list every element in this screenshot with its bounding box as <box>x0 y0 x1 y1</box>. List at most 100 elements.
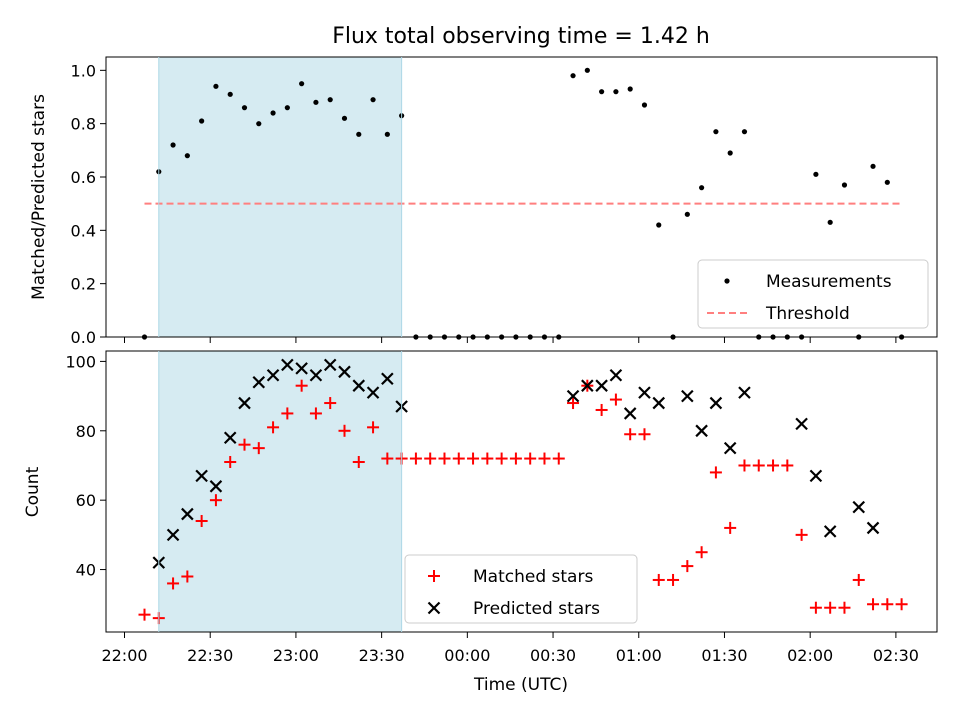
predicted-stars-point <box>595 379 608 392</box>
matched-stars-point <box>181 570 194 583</box>
x-tick-label: 02:00 <box>787 646 833 665</box>
y-tick-label: 80 <box>76 422 96 441</box>
top-legend: Measurements Threshold <box>697 259 929 329</box>
measurements-point <box>884 179 890 185</box>
x-tick-label: 02:30 <box>873 646 919 665</box>
measurements-point <box>599 89 605 95</box>
measurements-point <box>341 115 348 121</box>
chart-title: Flux total observing time = 1.42 h <box>332 24 710 49</box>
bottom-legend: Matched stars Predicted stars <box>404 554 638 624</box>
matched-stars-point <box>881 598 894 611</box>
legend-label: Matched stars <box>473 567 593 587</box>
bottom-panel: 40 60 80 100 22:00 22:30 23:00 23:30 00:00 00:30… <box>23 350 938 695</box>
matched-stars-point <box>895 598 908 611</box>
predicted-stars-point <box>381 372 394 386</box>
x-tick-label: 01:00 <box>616 646 662 665</box>
matched-stars-point <box>609 393 622 406</box>
matched-stars-point <box>481 452 494 465</box>
matched-stars-point <box>667 573 680 586</box>
predicted-stars-point <box>581 379 594 392</box>
top-x-axis <box>124 337 897 343</box>
y-tick-label: 100 <box>65 352 96 371</box>
y-tick-label: 0.4 <box>71 221 96 240</box>
predicted-stars-point <box>352 379 366 392</box>
measurements-point <box>584 67 590 73</box>
y-tick-label: 0.6 <box>71 168 96 187</box>
matched-stars-point <box>295 379 308 392</box>
legend-label: Threshold <box>765 304 850 324</box>
matched-stars-point <box>467 452 480 465</box>
predicted-stars-point <box>181 507 194 521</box>
measurements-point <box>170 142 176 148</box>
x-tick-label: 22:00 <box>101 646 147 665</box>
predicted-stars-point <box>709 396 723 410</box>
predicted-stars-point <box>266 369 280 382</box>
matched-stars-point <box>624 428 637 441</box>
y-tick-label: 0.8 <box>71 115 96 134</box>
matched-stars-point <box>767 459 780 472</box>
measurements-point <box>213 83 219 89</box>
top-plot-frame <box>105 56 938 338</box>
x-tick-label: 00:30 <box>530 646 576 665</box>
matched-stars-point <box>309 407 322 420</box>
measurements-point <box>299 81 305 87</box>
measurements-point <box>184 153 190 159</box>
measurements-point <box>613 89 619 95</box>
measurements-point <box>627 86 633 92</box>
predicted-stars-point <box>223 431 237 445</box>
predicted-stars-point <box>238 396 251 410</box>
matched-stars-point <box>681 560 694 573</box>
matched-stars-point <box>438 452 451 465</box>
x-tick-label: 23:30 <box>359 646 405 665</box>
measurements-point <box>241 105 248 111</box>
bottom-y-axis-label: Count <box>23 466 43 517</box>
matched-stars-point <box>781 459 794 472</box>
matched-stars-point <box>552 452 565 465</box>
legend-predicted-stars-swatch <box>427 601 441 615</box>
matched-stars-point <box>809 601 822 614</box>
measurements-point <box>813 171 819 177</box>
matched-stars-point <box>195 514 208 527</box>
matched-stars-point <box>367 421 380 434</box>
predicted-stars-point <box>281 358 294 372</box>
matched-stars-point <box>267 421 280 434</box>
matched-stars-point <box>695 546 708 559</box>
predicted-stars-point <box>795 417 808 431</box>
matched-stars-point <box>724 521 737 534</box>
predicted-stars-point <box>809 469 823 483</box>
measurements-point <box>841 182 848 188</box>
x-axis-label: Time (UTC) <box>473 675 568 695</box>
legend-matched-stars-swatch <box>428 570 440 582</box>
legend-frame <box>697 259 929 329</box>
matched-stars-point <box>638 428 651 441</box>
matched-stars-point <box>538 452 551 465</box>
matched-stars-point <box>824 601 837 614</box>
matched-stars-point <box>752 459 765 472</box>
top-y-axis-label: Matched/Predicted stars <box>29 94 49 300</box>
matched-stars-point <box>738 459 751 472</box>
predicted-stars-point <box>852 500 866 514</box>
predicted-stars-point <box>295 362 308 375</box>
matched-stars-point <box>567 397 580 410</box>
predicted-stars-point <box>681 389 694 403</box>
predicted-stars-point <box>252 375 266 389</box>
measurements-point <box>284 105 290 111</box>
matched-stars-point <box>452 452 465 465</box>
predicted-stars-point <box>338 365 351 379</box>
matched-stars-point <box>424 452 437 465</box>
matched-stars-point <box>238 438 251 451</box>
measurements-point <box>713 129 719 135</box>
matched-stars-point <box>595 403 608 416</box>
predicted-stars-point <box>623 407 637 420</box>
predicted-stars-point <box>695 424 708 438</box>
predicted-stars-point <box>723 441 737 455</box>
predicted-stars-point <box>866 521 880 535</box>
legend-label: Measurements <box>766 272 892 292</box>
measurements-point <box>741 129 748 135</box>
measurements-point <box>641 102 648 108</box>
measurements-point <box>827 219 833 225</box>
x-tick-label: 22:30 <box>187 646 233 665</box>
matched-stars-point <box>352 456 365 469</box>
bottom-y-axis: 40 60 80 100 <box>65 352 106 580</box>
matched-stars-point <box>138 608 151 621</box>
